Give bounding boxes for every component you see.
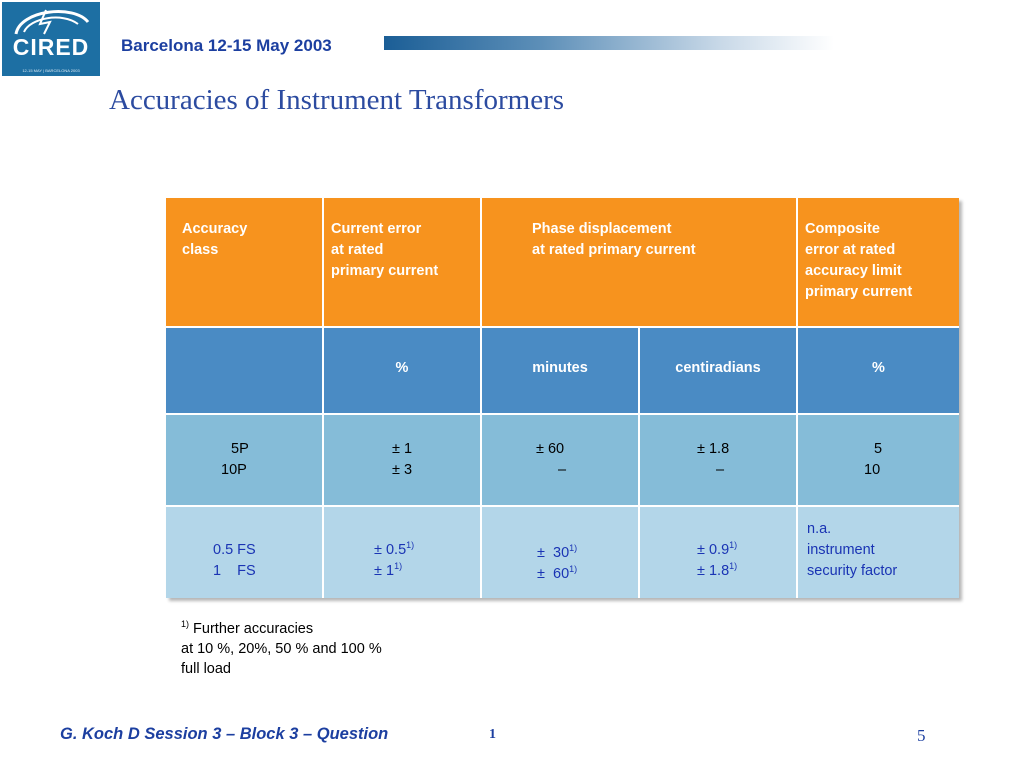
unit-composite-error: % xyxy=(798,328,959,415)
unit-label: centiradians xyxy=(675,360,761,376)
cell-line: ± 1.8 xyxy=(697,563,730,579)
footnote-marker: 1) xyxy=(569,564,578,575)
header-line: Accuracy xyxy=(182,221,248,237)
unit-current-error: % xyxy=(324,328,482,415)
header-line: error at rated xyxy=(805,242,896,258)
row1-current-error: ± 1 ± 3 xyxy=(324,415,482,507)
header-line: at rated xyxy=(331,242,384,258)
unit-label: % xyxy=(872,360,885,376)
page-title: Accuracies of Instrument Transformers xyxy=(109,84,565,116)
row2-accuracy-class: 0.5 FS 1 FS xyxy=(166,507,324,598)
row1-accuracy-class: 5P 10P xyxy=(166,415,324,507)
cell-line: 10P xyxy=(221,462,247,478)
cell-line: n.a. xyxy=(807,521,832,537)
header-line: Composite xyxy=(805,221,880,237)
cell-line: ± 0.9 xyxy=(697,542,730,558)
cell-line: – xyxy=(558,462,567,478)
footnote-marker: 1) xyxy=(729,540,738,551)
header-line: class xyxy=(182,242,219,258)
footer-session: G. Koch D Session 3 – Block 3 – Question xyxy=(60,725,389,743)
footnote-line: full load xyxy=(181,661,231,677)
cell-line: ± 60 xyxy=(536,441,565,457)
page-number: 5 xyxy=(917,726,926,745)
cell-line: instrument xyxy=(807,542,875,558)
row2-current-error: ± 0.51) ± 11) xyxy=(324,507,482,598)
footnote-line: at 10 %, 20%, 50 % and 100 % xyxy=(181,641,382,657)
header-accuracy-class: Accuracy class xyxy=(166,198,324,328)
cell-line: ± 0.5 xyxy=(374,542,407,558)
row1-phase-minutes: ± 60 – xyxy=(482,415,640,507)
header-line: primary current xyxy=(805,284,913,300)
row1-phase-centiradians: ± 1.8 – xyxy=(640,415,798,507)
unit-label: % xyxy=(395,360,409,376)
header-composite-error: Composite error at rated accuracy limit … xyxy=(798,198,959,328)
cell-line: ± 60 xyxy=(537,566,570,582)
unit-phase-minutes: minutes xyxy=(482,328,640,415)
header-bar xyxy=(384,36,834,50)
cell-line: – xyxy=(716,462,725,478)
row2-composite-error: n.a. instrument security factor xyxy=(798,507,959,598)
cell-line: 0.5 FS xyxy=(213,542,256,558)
footnote-marker: 1) xyxy=(181,619,190,630)
header-date: Barcelona 12-15 May 2003 xyxy=(121,36,332,55)
cell-line: ± 1.8 xyxy=(697,441,730,457)
footnote-marker: 1) xyxy=(569,543,578,554)
header-current-error: Current error at rated primary current xyxy=(324,198,482,328)
cell-line: ± 3 xyxy=(391,462,413,478)
row2-phase-minutes: ± 301) ± 601) xyxy=(482,507,640,598)
footnote-marker: 1) xyxy=(729,561,738,572)
unit-accuracy-class xyxy=(166,328,324,415)
header-line: Phase displacement xyxy=(532,221,672,237)
header-line: accuracy limit xyxy=(805,263,902,279)
lightning-globe-icon xyxy=(14,9,90,35)
footnote-line: Further accuracies xyxy=(193,621,314,637)
footnote-marker: 1) xyxy=(394,561,403,572)
cell-line: security factor xyxy=(807,563,898,579)
header-phase-displacement: Phase displacement at rated primary curr… xyxy=(482,198,798,328)
header-line: primary current xyxy=(331,263,439,279)
cell-line: ± 30 xyxy=(537,545,570,561)
header-line: Current error xyxy=(331,221,422,237)
accuracy-table: Accuracy class Current error at rated pr… xyxy=(166,198,959,598)
unit-phase-centiradians: centiradians xyxy=(640,328,798,415)
footnote-marker: 1) xyxy=(406,540,415,551)
cell-line: 10 xyxy=(864,462,881,478)
logo-text: CIRED xyxy=(12,34,90,60)
cell-line: ± 1 xyxy=(391,441,413,457)
logo-subtext: 12-15 MAY | BARCELONA 2003 xyxy=(22,68,80,73)
cell-line: 5P xyxy=(231,441,249,457)
footnote: 1) Further accuracies at 10 %, 20%, 50 %… xyxy=(181,619,382,679)
cell-line: ± 1 xyxy=(374,563,395,579)
cell-line: 5 xyxy=(874,441,883,457)
cired-logo: CIRED 12-15 MAY | BARCELONA 2003 xyxy=(2,2,100,76)
cell-line: 1 FS xyxy=(213,563,256,579)
header-line: at rated primary current xyxy=(532,242,696,258)
row1-composite-error: 5 10 xyxy=(798,415,959,507)
footer-question-number: 1 xyxy=(489,727,496,742)
row2-phase-centiradians: ± 0.91) ± 1.81) xyxy=(640,507,798,598)
unit-label: minutes xyxy=(532,360,588,376)
